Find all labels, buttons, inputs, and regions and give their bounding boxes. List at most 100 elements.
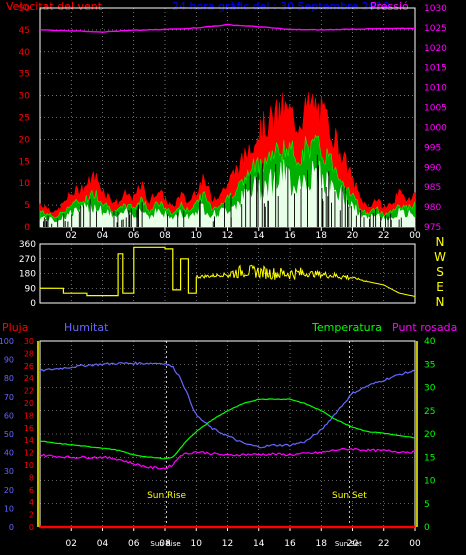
direction-tick-label: 180: [19, 270, 36, 280]
y-right-tick-label: 995: [424, 143, 441, 153]
x-tick-label: 10: [191, 539, 203, 549]
series-wind-base: [39, 159, 416, 228]
humidity-tick-label: 40: [4, 449, 14, 458]
x-tick-label: 12: [222, 539, 233, 549]
y-left-tick-label: 20: [19, 135, 31, 145]
x-tick-label: 00: [409, 539, 421, 549]
y-right-tick-label: 985: [424, 183, 441, 193]
rain-tick-label: 16: [24, 424, 34, 433]
humidity-tick-label: 100: [0, 337, 14, 346]
direction-tick-label: 0: [30, 299, 36, 309]
rain-label: Pluja: [2, 321, 28, 334]
x-tick-label: 04: [97, 539, 109, 549]
x-tick-label: 08: [159, 231, 171, 241]
x-tick-label: 20: [347, 539, 359, 549]
humidity-tick-label: 0: [9, 523, 14, 532]
rain-tick-label: 2: [29, 511, 34, 520]
series-wind-direction-day: [196, 264, 416, 297]
x-tick-label: 14: [253, 539, 265, 549]
y-right-tick-label: 1020: [424, 44, 447, 54]
y-right-tick-label: 1005: [424, 104, 447, 114]
x-tick-label: 10: [191, 231, 203, 241]
x-tick-label: 06: [128, 231, 140, 241]
series-pressure: [39, 23, 415, 33]
y-left-tick-label: 40: [19, 48, 31, 58]
rain-tick-label: 4: [29, 498, 34, 507]
chart-title: 24 hora gràfic del : 30 Septembre 2019: [172, 0, 390, 13]
panel-2-series: [39, 246, 416, 297]
y-left-tick-label: 0: [24, 223, 30, 233]
panel-humidity-temperature: Pluja Humitat Temperatura Punt rosada 0 1…: [0, 321, 457, 549]
y-left-tick-label: 50: [19, 4, 31, 14]
x-tick-label: 16: [284, 539, 296, 549]
rain-tick-label: 10: [24, 461, 34, 470]
series-temperature: [39, 398, 415, 460]
x-tick-label: 04: [97, 231, 109, 241]
x-tick-label: 12: [222, 231, 233, 241]
series-wind-direction-night: [39, 246, 197, 297]
rain-tick-label: 8: [29, 473, 34, 482]
rain-tick-label: 24: [24, 374, 34, 383]
humidity-tick-label: 10: [4, 504, 14, 513]
y-left-tick-label: 35: [19, 70, 30, 80]
rain-tick-label: 28: [24, 349, 34, 358]
direction-tick-label: 90: [25, 284, 37, 294]
y-left-tick-label: 30: [19, 92, 31, 102]
temperature-label: Temperatura: [311, 321, 382, 334]
rain-tick-label: 20: [24, 399, 34, 408]
x-tick-label: 08: [159, 539, 171, 549]
series-dewpoint: [39, 447, 416, 470]
panel-2-frame: [39, 243, 416, 304]
wind-speed-label: Velocitat del vent: [6, 0, 103, 13]
pressure-label: Pressió: [370, 0, 409, 13]
temperature-tick-label: 25: [424, 407, 435, 417]
sunset-label: Sun Set: [332, 491, 367, 501]
panel-1-series: [39, 23, 416, 228]
humidity-tick-label: 80: [4, 374, 14, 383]
temperature-tick-label: 35: [424, 360, 435, 370]
panel-2-grid: [40, 244, 415, 303]
x-tick-label: 22: [378, 231, 389, 241]
temperature-tick-label: 15: [424, 453, 435, 463]
series-humidity: [39, 361, 416, 449]
humidity-tick-label: 30: [4, 467, 14, 476]
humidity-tick-label: 70: [4, 393, 14, 402]
sunrise-label: Sun Rise: [147, 491, 186, 501]
panel-3-axes: 0102030405060708090100024681012141618202…: [0, 337, 436, 549]
panel-1-axes: 0510152025303540455097598098599099510001…: [19, 4, 448, 241]
y-left-tick-label: 15: [19, 157, 30, 167]
dewpoint-label: Punt rosada: [392, 321, 457, 334]
x-tick-label: 20: [347, 231, 359, 241]
x-tick-label: 14: [253, 231, 265, 241]
direction-tick-label: 360: [19, 240, 36, 250]
x-tick-label: 00: [409, 231, 421, 241]
humidity-label: Humitat: [64, 321, 109, 334]
rain-tick-label: 30: [24, 337, 34, 346]
y-right-tick-label: 980: [424, 203, 441, 213]
y-right-tick-label: 1030: [424, 4, 447, 14]
temperature-tick-label: 10: [424, 477, 436, 487]
compass-label: E: [436, 280, 444, 294]
rain-tick-label: 14: [24, 436, 34, 445]
rain-tick-label: 0: [29, 523, 34, 532]
rain-tick-label: 12: [24, 449, 34, 458]
y-left-tick-label: 25: [19, 114, 30, 124]
sunset-axis-label: Sun Set: [335, 540, 362, 548]
rain-tick-label: 6: [29, 486, 34, 495]
x-tick-label: 06: [128, 539, 140, 549]
rain-tick-label: 18: [24, 411, 34, 420]
temperature-tick-label: 30: [424, 384, 436, 394]
rain-tick-label: 26: [24, 362, 34, 371]
panel-wind-pressure: Velocitat del vent 24 hora gràfic del : …: [6, 0, 447, 241]
compass-label: N: [436, 235, 445, 249]
temperature-tick-label: 5: [424, 500, 430, 510]
panel-3-grid: [40, 341, 415, 527]
y-left-tick-label: 10: [19, 179, 31, 189]
x-tick-label: 02: [66, 539, 77, 549]
humidity-tick-label: 50: [4, 430, 14, 439]
temperature-tick-label: 40: [424, 337, 436, 347]
x-tick-label: 22: [378, 539, 389, 549]
